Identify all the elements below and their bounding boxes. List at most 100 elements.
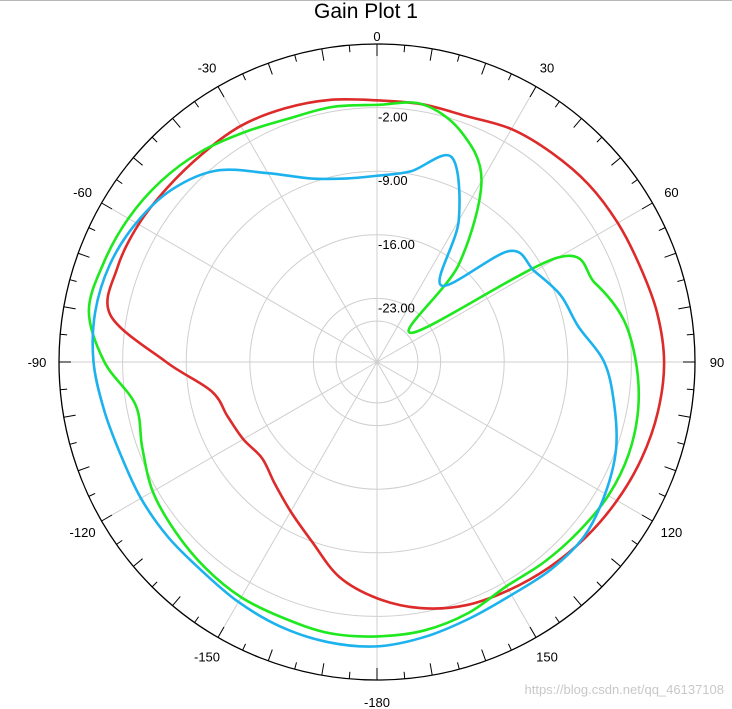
angle-tick-label: -120 [70, 525, 96, 540]
grid-spoke [101, 361, 378, 522]
tick-mark [133, 157, 143, 166]
tick-mark [101, 514, 113, 522]
radial-tick-label: -16.00 [378, 237, 415, 252]
tick-mark [267, 63, 273, 75]
tick-mark [678, 414, 691, 418]
grid-spoke [376, 86, 537, 363]
tick-mark [78, 466, 90, 472]
tick-mark [348, 45, 351, 53]
tick-mark [63, 414, 76, 418]
radial-tick-label: -9.00 [378, 173, 408, 188]
angle-tick-label: -180 [364, 695, 390, 709]
tick-mark [658, 227, 666, 232]
tick-mark [116, 179, 123, 185]
tick-mark [88, 492, 96, 497]
tick-mark [294, 662, 297, 670]
tick-mark [403, 45, 406, 53]
gain-curves [87, 97, 666, 648]
tick-mark [101, 202, 113, 210]
tick-mark [321, 663, 325, 676]
grid-spoke [376, 202, 653, 363]
tick-mark [507, 643, 512, 651]
tick-mark [677, 279, 685, 282]
grid-spoke [376, 361, 653, 522]
polar-grid [59, 44, 695, 680]
angle-tick-label: 60 [664, 185, 678, 200]
tick-mark [631, 179, 638, 185]
tick-mark [403, 671, 406, 679]
angle-tick-label: 150 [536, 649, 558, 664]
tick-mark [686, 333, 694, 336]
tick-mark [481, 649, 487, 661]
tick-mark [611, 558, 621, 567]
tick-mark [529, 626, 537, 638]
gain-curve-2 [87, 101, 641, 638]
outer-tick-marks [58, 43, 696, 681]
watermark: https://blog.csdn.net/qq_46137108 [524, 682, 725, 697]
angle-tick-label: 30 [540, 61, 554, 76]
tick-mark [429, 48, 433, 61]
radial-tick-labels: -2.00 -9.00 -16.00 -23.00 [378, 110, 415, 316]
tick-mark [69, 279, 77, 282]
tick-mark [151, 581, 158, 588]
tick-mark [217, 86, 225, 98]
tick-mark [664, 252, 676, 258]
tick-mark [664, 466, 676, 472]
tick-mark [69, 442, 77, 445]
angle-tick-label: -60 [73, 185, 92, 200]
grid-spoke [376, 361, 537, 638]
top-border [0, 0, 732, 1]
angle-tick-label: -30 [198, 61, 217, 76]
tick-mark [596, 136, 603, 143]
tick-mark [457, 662, 460, 670]
tick-mark [217, 626, 225, 638]
tick-mark [596, 581, 603, 588]
tick-mark [481, 63, 487, 75]
tick-mark [641, 202, 653, 210]
tick-mark [194, 101, 200, 108]
tick-mark [172, 118, 181, 128]
angle-tick-label: 120 [661, 525, 683, 540]
tick-mark [573, 596, 582, 606]
tick-mark [116, 539, 123, 545]
tick-mark [151, 136, 158, 143]
tick-mark [554, 616, 560, 623]
tick-mark [242, 73, 247, 81]
angle-tick-label: 0 [373, 29, 380, 44]
tick-mark [678, 306, 691, 310]
tick-mark [267, 649, 273, 661]
tick-mark [529, 86, 537, 98]
angle-tick-label: 90 [710, 355, 724, 370]
tick-mark [641, 514, 653, 522]
tick-mark [554, 101, 560, 108]
radial-tick-label: -2.00 [378, 110, 408, 125]
tick-mark [63, 306, 76, 310]
tick-mark [631, 539, 638, 545]
angle-tick-label: -150 [194, 649, 220, 664]
tick-mark [457, 54, 460, 62]
tick-mark [611, 157, 621, 166]
angle-tick-labels: 0 30 60 90 120 150 -180 -150 -120 -90 -60 -30 [28, 29, 725, 709]
tick-mark [242, 643, 247, 651]
tick-mark [677, 442, 685, 445]
tick-mark [429, 663, 433, 676]
angle-tick-label: -90 [28, 355, 47, 370]
tick-mark [78, 252, 90, 258]
grid-spoke [217, 361, 378, 638]
radial-tick-label: -23.00 [378, 300, 415, 315]
tick-mark [172, 596, 181, 606]
grid-spoke [217, 86, 378, 363]
tick-mark [88, 227, 96, 232]
tick-mark [686, 388, 694, 391]
tick-mark [507, 73, 512, 81]
chart-title: Gain Plot 1 [314, 0, 418, 23]
tick-mark [321, 48, 325, 61]
tick-mark [60, 388, 68, 391]
grid-spoke [101, 202, 378, 363]
gain-curve-3 [91, 153, 618, 648]
tick-mark [294, 54, 297, 62]
tick-mark [658, 492, 666, 497]
tick-mark [348, 671, 351, 679]
tick-mark [573, 118, 582, 128]
